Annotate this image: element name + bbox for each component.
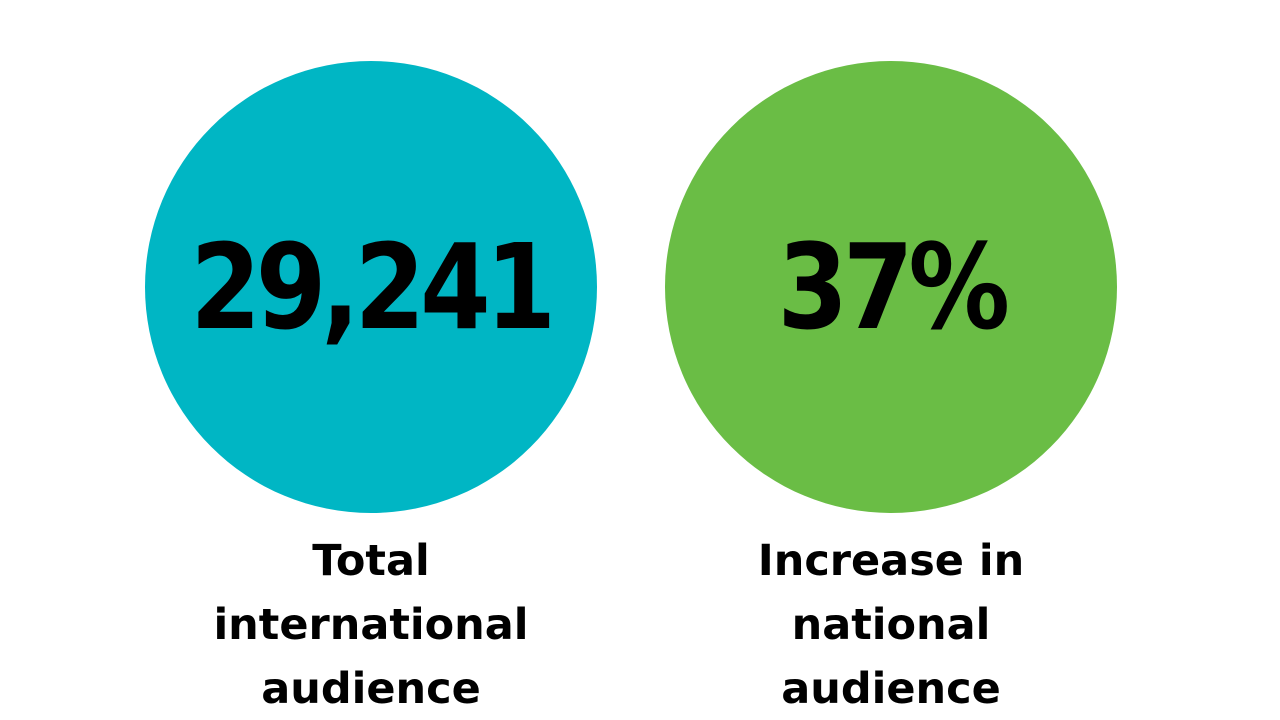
stat-label: Increase in national audience (631, 529, 1151, 720)
stat-increase-national-audience: 37% Increase in national audience (631, 61, 1151, 720)
stat-label-line: Total (312, 536, 430, 586)
stat-label-line: Increase in (757, 536, 1025, 586)
stat-value: 29,241 (190, 218, 557, 356)
stat-label-line: audience (781, 664, 1001, 714)
stat-total-international-audience: 29,241 Total international audience (111, 61, 631, 720)
stat-circle: 29,241 (145, 61, 597, 513)
stat-label-line: audience (261, 664, 481, 714)
stat-label-line: international (213, 600, 529, 650)
stat-circle: 37% (665, 61, 1117, 513)
stat-label: Total international audience (111, 529, 631, 720)
stat-value: 37% (777, 218, 1010, 356)
stat-label-line: national (791, 600, 991, 650)
